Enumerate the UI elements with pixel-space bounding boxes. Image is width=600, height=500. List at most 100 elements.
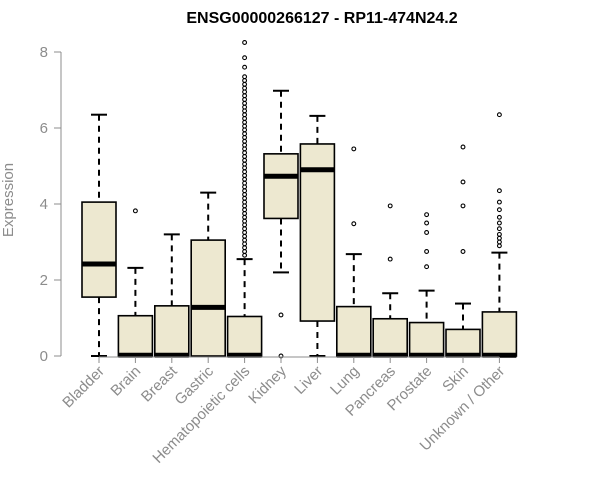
outlier-point xyxy=(242,176,248,182)
outlier-point xyxy=(242,64,248,70)
outlier-point xyxy=(242,150,248,156)
outlier-point xyxy=(242,138,248,144)
outlier-point xyxy=(242,252,248,258)
box xyxy=(226,315,263,357)
outlier-point xyxy=(242,241,248,247)
outlier-point xyxy=(242,157,248,163)
chart-title: ENSG00000266127 - RP11-474N24.2 xyxy=(186,10,457,27)
outlier-point xyxy=(242,199,248,205)
outlier-point xyxy=(242,127,248,133)
outlier-point xyxy=(496,220,502,226)
outlier-point xyxy=(242,226,248,232)
outlier-point xyxy=(242,116,248,121)
box-prostate xyxy=(408,212,445,358)
outlier-point xyxy=(242,40,248,45)
box-lung xyxy=(335,146,372,358)
outlier-point xyxy=(242,154,248,159)
outlier-point xyxy=(242,214,248,220)
x-tick-label: Bladder xyxy=(59,363,108,412)
outlier-point xyxy=(460,249,466,254)
box xyxy=(335,305,372,357)
box-pancreas xyxy=(372,203,409,358)
outlier-point xyxy=(242,142,248,148)
outlier-point xyxy=(242,85,248,91)
outlier-point xyxy=(496,214,502,220)
box-hematopoietic-cells xyxy=(226,40,263,358)
x-tick-label: Kidney xyxy=(245,362,290,407)
outlier-point xyxy=(242,146,248,152)
outlier-point xyxy=(242,135,248,140)
box xyxy=(445,328,481,357)
outlier-point xyxy=(242,55,248,61)
y-axis-ticks: 0 2 4 6 8 xyxy=(40,44,61,365)
y-tick-label: 2 xyxy=(40,272,48,289)
outlier-point xyxy=(242,218,248,224)
outlier-point xyxy=(424,220,430,226)
box-unknown-other xyxy=(481,112,518,358)
outlier-point xyxy=(242,169,248,175)
box xyxy=(408,321,445,357)
outlier-point xyxy=(242,165,248,171)
outlier-point xyxy=(242,230,248,235)
box xyxy=(81,201,117,298)
outlier-point xyxy=(351,146,357,152)
outlier-point xyxy=(242,161,248,167)
y-tick-label: 4 xyxy=(40,196,48,213)
outlier-point xyxy=(496,239,502,245)
y-tick-label: 0 xyxy=(40,348,48,365)
outlier-point xyxy=(242,81,248,87)
outlier-point xyxy=(496,235,502,241)
outlier-point xyxy=(132,208,138,214)
outlier-point xyxy=(496,231,502,237)
x-tick-label: Skin xyxy=(439,363,472,396)
outlier-point xyxy=(242,97,248,102)
box xyxy=(263,153,299,220)
box-gastric xyxy=(190,191,226,357)
outlier-point xyxy=(496,199,502,205)
outlier-point xyxy=(496,207,502,213)
y-tick-label: 6 xyxy=(40,120,48,137)
outlier-point xyxy=(242,237,248,243)
outlier-point xyxy=(242,249,248,254)
y-axis-label: Expression xyxy=(0,163,17,237)
box xyxy=(372,317,409,357)
outlier-point xyxy=(242,180,248,186)
outlier-point xyxy=(242,104,248,110)
outlier-point xyxy=(496,112,502,118)
box xyxy=(299,143,336,322)
outlier-point xyxy=(242,74,248,80)
box-breast xyxy=(154,233,190,358)
outlier-point xyxy=(424,212,430,218)
outlier-point xyxy=(460,144,466,150)
box xyxy=(154,305,190,357)
box-brain xyxy=(117,208,154,358)
outlier-point xyxy=(242,123,248,129)
outlier-point xyxy=(242,233,248,239)
outlier-point xyxy=(242,112,248,118)
outlier-point xyxy=(460,203,466,209)
outlier-point xyxy=(242,195,248,201)
outlier-point xyxy=(242,93,248,99)
outlier-point xyxy=(387,203,393,209)
outlier-point xyxy=(242,89,248,95)
box-liver xyxy=(299,114,336,357)
outlier-point xyxy=(242,173,248,178)
outlier-point xyxy=(460,179,466,185)
outlier-point xyxy=(387,256,393,262)
outlier-point xyxy=(242,184,248,190)
box xyxy=(190,239,226,357)
outlier-point xyxy=(242,203,248,209)
outlier-point xyxy=(242,188,248,194)
outlier-point xyxy=(278,312,284,318)
outlier-point xyxy=(351,221,357,227)
box xyxy=(481,311,518,357)
outlier-point xyxy=(496,243,502,249)
outlier-point xyxy=(242,108,248,114)
box xyxy=(117,314,154,357)
box-skin xyxy=(445,144,481,358)
outlier-point xyxy=(242,245,248,251)
outlier-point xyxy=(242,222,248,228)
outlier-point xyxy=(242,119,248,125)
